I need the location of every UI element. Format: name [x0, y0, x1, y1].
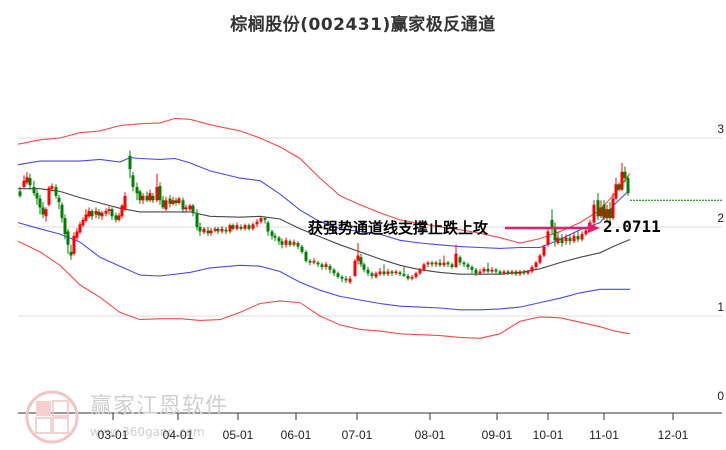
annotation-text: 获强势通道线支撑止跌上攻	[308, 219, 489, 237]
x-tick-label: 10-01	[532, 428, 564, 442]
y-tick-label: 2	[717, 211, 724, 225]
annotation-overlay	[505, 199, 722, 233]
watermark-brand: 赢家江恩软件	[90, 394, 229, 419]
x-tick-label: 05-01	[222, 428, 254, 442]
x-tick-label: 04-01	[162, 428, 194, 442]
x-tick-label: 07-01	[341, 428, 373, 442]
y-tick-label: 1	[717, 300, 724, 314]
outer_upper-line	[17, 117, 631, 244]
y-tick-label: 3	[717, 122, 724, 136]
x-axis	[18, 412, 722, 420]
y-tick-label: 0	[717, 389, 724, 403]
watermark-url: www.360gann.com	[90, 425, 205, 439]
chart-title: 棕榈股份(002431)赢家极反通道	[230, 15, 496, 35]
x-tick-label: 06-01	[280, 428, 312, 442]
last-price-label: 2.0711	[603, 217, 661, 236]
candles	[18, 150, 630, 284]
x-tick-label: 11-01	[589, 428, 619, 442]
watermark-logo-icon	[25, 390, 79, 444]
x-tick-label: 08-01	[414, 428, 446, 442]
mid-line	[18, 188, 631, 275]
grid-lines	[18, 137, 722, 317]
channel-bands	[17, 117, 631, 339]
outer_lower-line	[17, 240, 631, 339]
inner_upper-line	[17, 157, 631, 249]
inner_lower-line	[17, 222, 630, 311]
x-tick-label: 12-01	[657, 428, 689, 442]
x-tick-label: 03-01	[97, 428, 129, 442]
x-tick-label: 09-01	[481, 428, 513, 442]
